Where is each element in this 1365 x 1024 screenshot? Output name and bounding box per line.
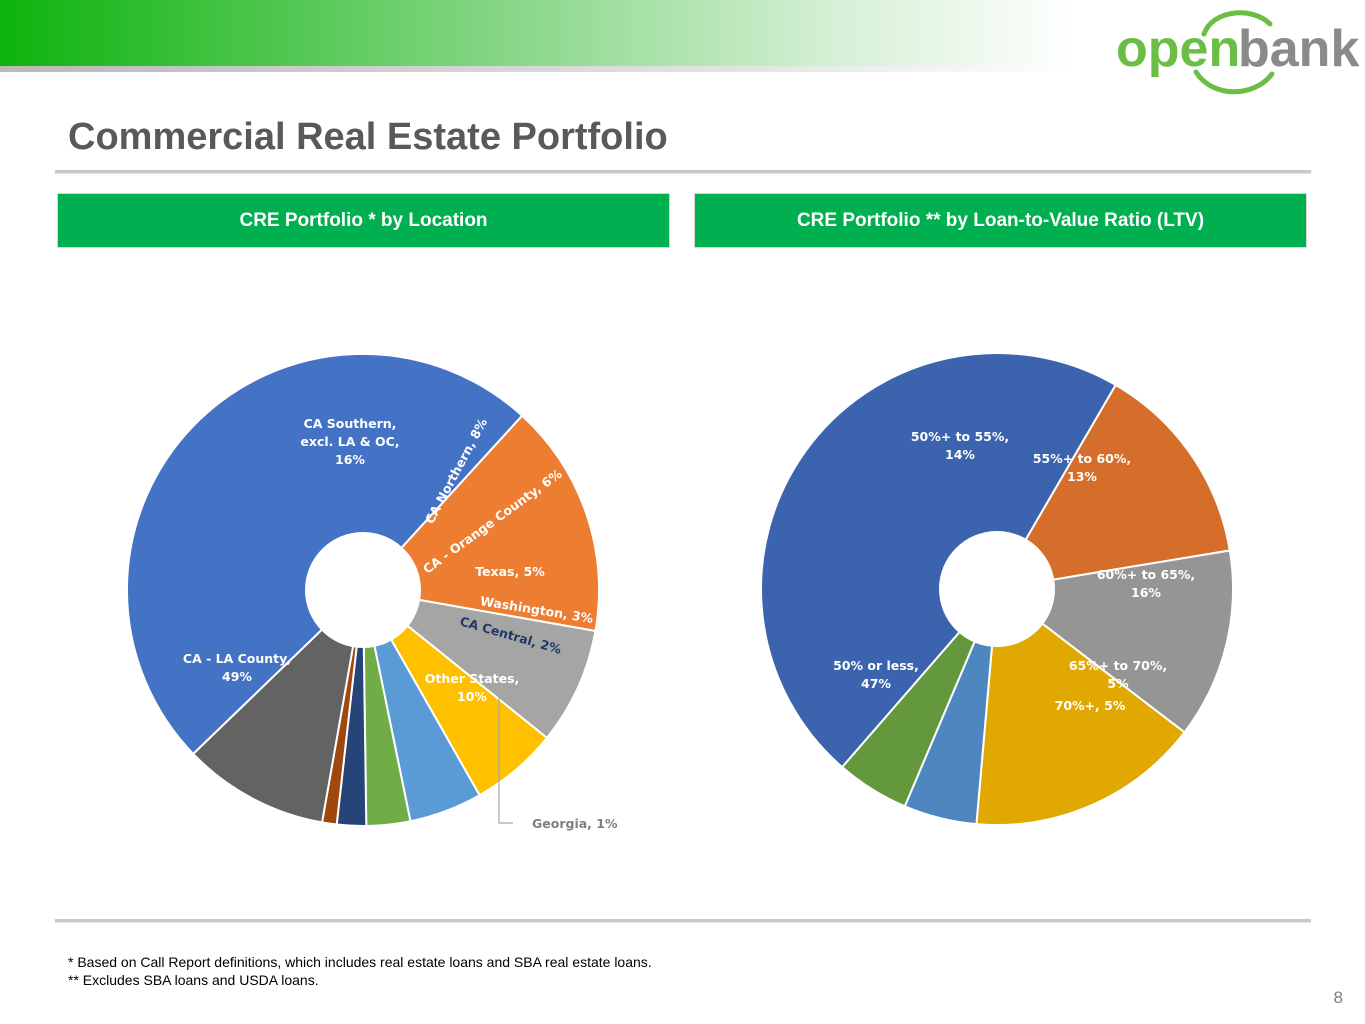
- label-65-70-line1: 65%+ to 70%,: [1069, 658, 1167, 673]
- label-texas: Texas, 5%: [475, 564, 545, 579]
- label-60-65-line2: 16%: [1131, 585, 1161, 600]
- label-la-county-line1: CA - LA County,: [183, 651, 291, 666]
- header-gradient-bar: [0, 0, 1075, 70]
- ltv-donut-hole: [939, 531, 1055, 647]
- label-la-county-line2: 49%: [222, 669, 252, 684]
- page-number: 8: [1333, 988, 1343, 1007]
- footnote-excludes-sba: ** Excludes SBA loans and USDA loans.: [68, 972, 319, 988]
- ltv-slice-60-to-65: [975, 587, 1186, 826]
- label-70-plus: 70%+, 5%: [1055, 698, 1126, 713]
- location-pie-chart: CA - LA County, 49% CA Southern, excl. L…: [125, 352, 618, 831]
- label-ca-southern-line2: excl. LA & OC,: [300, 434, 399, 449]
- label-55-60-line2: 13%: [1067, 469, 1097, 484]
- ltv-slice-55-to-60: [994, 549, 1234, 734]
- label-ca-southern-line3: 16%: [335, 452, 365, 467]
- logo-swoosh-top: [1201, 10, 1273, 37]
- footer-divider: [55, 919, 1311, 922]
- header-bar-shadow: [0, 66, 1075, 72]
- footnote-call-report: * Based on Call Report definitions, whic…: [68, 954, 652, 970]
- location-slice-ca-northern: [362, 589, 597, 740]
- label-60-65-line1: 60%+ to 65%,: [1097, 567, 1195, 582]
- page-title: Commercial Real Estate Portfolio: [68, 116, 668, 158]
- label-georgia: Georgia, 1%: [532, 816, 618, 831]
- location-panel-header: CRE Portfolio * by Location: [57, 193, 670, 248]
- logo-swoosh-bottom: [1193, 69, 1275, 95]
- ltv-slice-50-or-less: [760, 352, 1118, 769]
- logo-text-open: open: [1116, 20, 1240, 78]
- label-other-states-line1: Other States,: [425, 671, 520, 686]
- openbank-logo: open bank: [1116, 10, 1359, 95]
- label-50-55-line2: 14%: [945, 447, 975, 462]
- location-slice-other-states: [191, 587, 365, 824]
- logo-text-bank: bank: [1238, 20, 1359, 78]
- label-65-70-line2: 5%: [1107, 676, 1129, 691]
- label-50-or-less-line2: 47%: [861, 676, 891, 691]
- georgia-leader-line: [498, 666, 513, 824]
- label-50-or-less-line1: 50% or less,: [833, 658, 919, 673]
- ltv-panel-header: CRE Portfolio ** by Loan-to-Value Ratio …: [694, 193, 1307, 248]
- label-55-60-line1: 55%+ to 60%,: [1033, 451, 1131, 466]
- title-divider: [55, 170, 1311, 173]
- ltv-slice-50-to-55: [995, 383, 1231, 591]
- label-ca-southern-line1: CA Southern,: [304, 416, 397, 431]
- location-donut-hole: [305, 532, 421, 648]
- label-other-states-line2: 10%: [457, 689, 487, 704]
- location-slice-ca-southern-excl-la-oc: [361, 414, 600, 633]
- ltv-slice-70: [840, 588, 998, 808]
- ltv-pie-chart: 50% or less, 47% 50%+ to 55%, 14% 55%+ t…: [760, 352, 1234, 826]
- label-50-55-line1: 50%+ to 55%,: [911, 429, 1009, 444]
